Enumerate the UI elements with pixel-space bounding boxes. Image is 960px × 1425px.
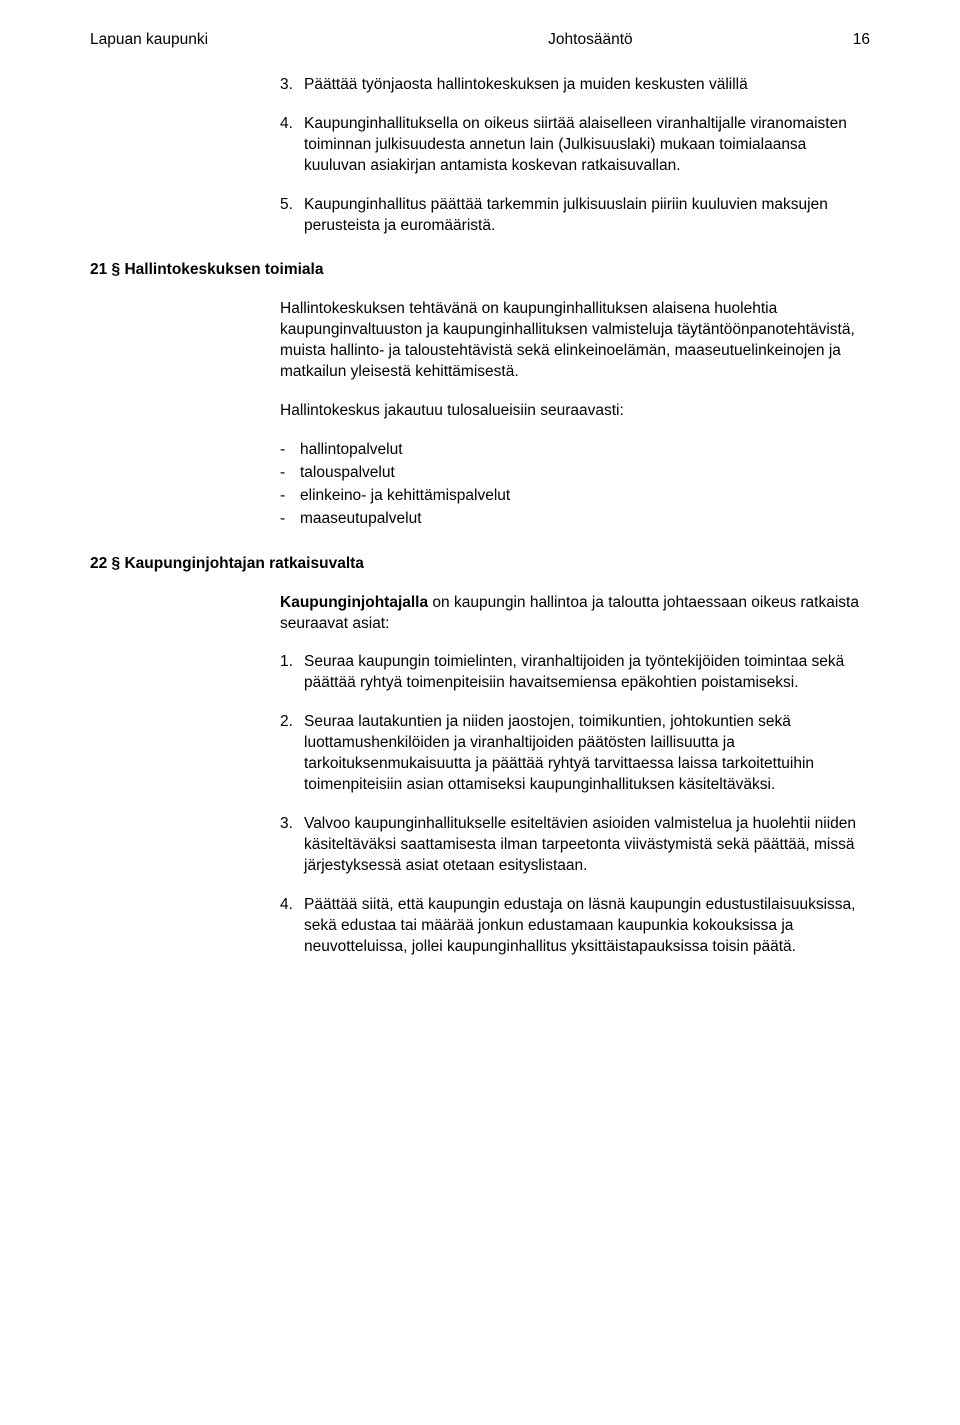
page-number: 16 (853, 30, 870, 51)
bullet-dash: - (280, 509, 300, 530)
item-text: Päättää siitä, että kaupungin edustaja o… (304, 895, 870, 958)
bullet-dash: - (280, 463, 300, 484)
top-numbered-block: 3. Päättää työnjaosta hallintokeskuksen … (280, 75, 870, 237)
numbered-item: 3. Valvoo kaupunginhallitukselle esitelt… (280, 814, 870, 877)
numbered-item: 4. Kaupunginhallituksella on oikeus siir… (280, 114, 870, 177)
page-header: Lapuan kaupunki Johtosääntö 16 (90, 30, 870, 51)
paragraph: Hallintokeskus jakautuu tulosalueisiin s… (280, 401, 870, 422)
bullet-text: maaseutupalvelut (300, 509, 422, 530)
item-text: Seuraa kaupungin toimielinten, viranhalt… (304, 652, 870, 694)
bullet-dash: - (280, 440, 300, 461)
item-text: Kaupunginhallituksella on oikeus siirtää… (304, 114, 870, 177)
item-text: Valvoo kaupunginhallitukselle esiteltävi… (304, 814, 870, 877)
numbered-item: 5. Kaupunginhallitus päättää tarkemmin j… (280, 195, 870, 237)
item-number: 2. (280, 712, 304, 796)
numbered-item: 1. Seuraa kaupungin toimielinten, viranh… (280, 652, 870, 694)
item-number: 5. (280, 195, 304, 237)
numbered-item: 2. Seuraa lautakuntien ja niiden jaostoj… (280, 712, 870, 796)
header-center: Johtosääntö (548, 30, 632, 51)
numbered-item: 3. Päättää työnjaosta hallintokeskuksen … (280, 75, 870, 96)
bullet-item: - talouspalvelut (280, 463, 870, 484)
bullet-item: - hallintopalvelut (280, 440, 870, 461)
item-number: 4. (280, 895, 304, 958)
item-text: Seuraa lautakuntien ja niiden jaostojen,… (304, 712, 870, 796)
section-22-body: Kaupunginjohtajalla on kaupungin hallint… (280, 593, 870, 958)
item-number: 4. (280, 114, 304, 177)
bullet-text: elinkeino- ja kehittämispalvelut (300, 486, 510, 507)
item-number: 3. (280, 814, 304, 877)
section-heading-22: 22 § Kaupunginjohtajan ratkaisuvalta (90, 554, 870, 575)
bullet-dash: - (280, 486, 300, 507)
intro-bold: Kaupunginjohtajalla (280, 594, 428, 611)
bullet-text: hallintopalvelut (300, 440, 403, 461)
section-21-body: Hallintokeskuksen tehtävänä on kaupungin… (280, 299, 870, 529)
numbered-item: 4. Päättää siitä, että kaupungin edustaj… (280, 895, 870, 958)
intro-paragraph: Kaupunginjohtajalla on kaupungin hallint… (280, 593, 870, 635)
paragraph: Hallintokeskuksen tehtävänä on kaupungin… (280, 299, 870, 383)
bullet-item: - maaseutupalvelut (280, 509, 870, 530)
item-number: 3. (280, 75, 304, 96)
section-heading-21: 21 § Hallintokeskuksen toimiala (90, 260, 870, 281)
header-left: Lapuan kaupunki (90, 30, 208, 51)
item-text: Kaupunginhallitus päättää tarkemmin julk… (304, 195, 870, 237)
bullet-list: - hallintopalvelut - talouspalvelut - el… (280, 440, 870, 530)
bullet-text: talouspalvelut (300, 463, 395, 484)
item-number: 1. (280, 652, 304, 694)
item-text: Päättää työnjaosta hallintokeskuksen ja … (304, 75, 870, 96)
bullet-item: - elinkeino- ja kehittämispalvelut (280, 486, 870, 507)
